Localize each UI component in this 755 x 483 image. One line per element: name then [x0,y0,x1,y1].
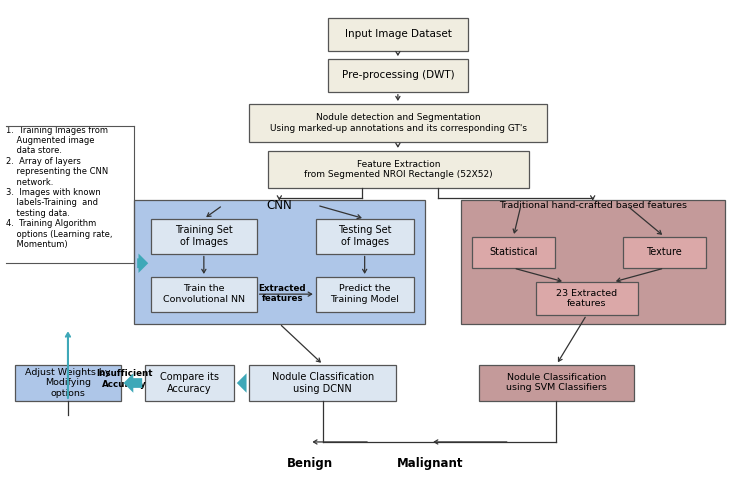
FancyBboxPatch shape [623,237,706,268]
Text: Texture: Texture [646,247,683,257]
Text: Training Set
of Images: Training Set of Images [175,226,233,247]
Text: CNN: CNN [267,199,292,212]
FancyBboxPatch shape [316,277,414,312]
FancyBboxPatch shape [249,104,547,142]
FancyBboxPatch shape [461,200,725,324]
Text: Extracted
features: Extracted features [258,284,307,303]
FancyBboxPatch shape [328,59,468,92]
Text: Nodule Classification
using SVM Classifiers: Nodule Classification using SVM Classifi… [507,373,607,393]
Text: Malignant: Malignant [397,457,464,470]
Text: Nodule Classification
using DCNN: Nodule Classification using DCNN [272,372,374,394]
Text: Insufficient
Accuracy: Insufficient Accuracy [97,369,153,389]
FancyBboxPatch shape [151,219,257,254]
Text: 23 Extracted
features: 23 Extracted features [556,289,618,308]
FancyBboxPatch shape [472,237,555,268]
FancyBboxPatch shape [145,365,234,401]
FancyBboxPatch shape [328,18,468,51]
Text: Predict the
Training Model: Predict the Training Model [330,284,399,304]
FancyBboxPatch shape [316,219,414,254]
Text: Pre-processing (DWT): Pre-processing (DWT) [342,71,455,80]
FancyBboxPatch shape [15,365,121,401]
Text: Train the
Convolutional NN: Train the Convolutional NN [163,284,245,304]
Text: Statistical: Statistical [489,247,538,257]
FancyBboxPatch shape [479,365,634,401]
FancyBboxPatch shape [151,277,257,312]
FancyBboxPatch shape [134,200,425,324]
Text: 1.  Training Images from
    Augmented image
    data store.
2.  Array of layers: 1. Training Images from Augmented image … [6,126,112,249]
Text: Input Image Dataset: Input Image Dataset [345,29,451,39]
FancyBboxPatch shape [268,151,528,188]
FancyBboxPatch shape [249,365,396,401]
Text: Feature Extraction
from Segmented NROI Rectangle (52X52): Feature Extraction from Segmented NROI R… [304,160,492,179]
Text: Compare its
Accuracy: Compare its Accuracy [160,372,219,394]
Text: Adjust Weights by
Modifying
options: Adjust Weights by Modifying options [25,368,111,398]
Text: Nodule detection and Segmentation
Using marked-up annotations and its correspond: Nodule detection and Segmentation Using … [270,114,527,133]
Text: Benign: Benign [286,457,333,470]
Text: Testing Set
of Images: Testing Set of Images [338,226,391,247]
Text: Traditional hand-crafted based features: Traditional hand-crafted based features [498,201,687,210]
FancyBboxPatch shape [536,282,638,315]
